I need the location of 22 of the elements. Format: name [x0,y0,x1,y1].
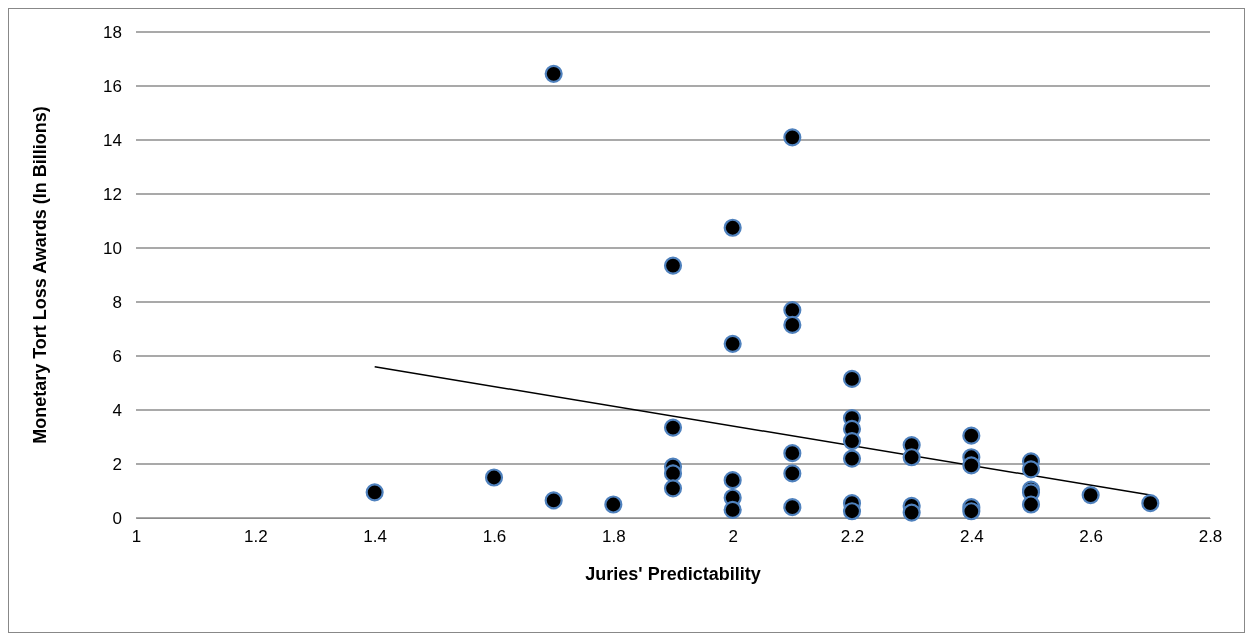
y-tick-label: 0 [112,508,122,528]
y-tick-label: 14 [103,130,122,150]
y-axis-title: Monetary Tort Loss Awards (In Billions) [30,106,50,444]
y-tick-label: 10 [103,238,122,258]
x-tick-label: 1.8 [602,527,626,547]
y-tick-label: 16 [103,76,122,96]
x-axis-title: Juries' Predictability [585,564,761,584]
x-tick-label: 1.2 [244,527,268,547]
x-tick-label: 2.8 [1198,527,1223,547]
x-tick-label: 1 [131,527,142,547]
x-tick-label: 2.6 [1079,527,1103,547]
x-tick-label: 1.6 [482,527,507,547]
y-tick-label: 6 [112,346,122,366]
y-tick-label: 8 [112,292,122,312]
y-tick-label: 18 [103,22,122,42]
x-tick-label: 2.4 [960,527,984,547]
y-tick-label: 2 [112,454,122,474]
y-tick-label: 4 [112,400,122,420]
y-tick-label: 12 [103,184,122,204]
x-tick-label: 2 [728,527,738,547]
x-tick-label: 1.4 [363,527,387,547]
x-tick-label: 2.2 [840,527,865,547]
